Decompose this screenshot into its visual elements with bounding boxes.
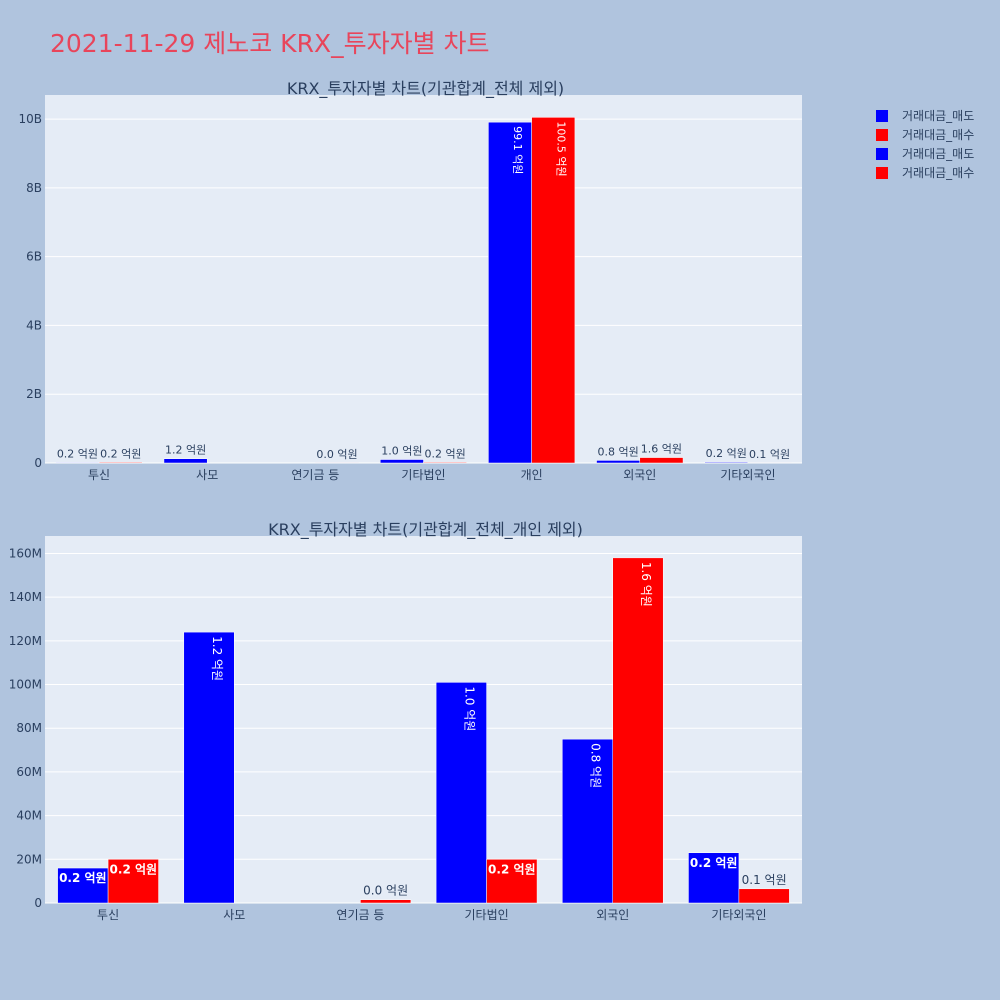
data-label: 99.1 억원: [511, 126, 524, 174]
y-tick-label: 140M: [9, 590, 42, 604]
data-label: 0.2 억원: [690, 856, 738, 870]
bar: [596, 460, 641, 464]
bar: [704, 461, 749, 464]
data-label: 0.8 억원: [589, 743, 603, 788]
chart-title: KRX_투자자별 차트(기관합계_전체_개인 제외): [268, 520, 583, 540]
legend-label: 거래대금_매도: [902, 147, 975, 161]
data-label: 0.8 억원: [598, 445, 639, 458]
y-tick-label: 0: [34, 896, 42, 910]
bar: [531, 117, 576, 464]
y-tick-label: 120M: [9, 634, 42, 648]
plot-area: [45, 536, 802, 903]
data-label: 1.0 억원: [381, 445, 422, 458]
bar: [486, 859, 538, 904]
legend-label: 거래대금_매도: [902, 109, 975, 123]
bar: [435, 682, 487, 904]
bar: [639, 457, 684, 464]
x-tick-label: 기타법인: [464, 908, 508, 922]
bar: [688, 852, 740, 904]
bar: [98, 462, 143, 464]
x-tick-label: 기타외국인: [720, 468, 775, 482]
x-tick-label: 연기금 등: [291, 468, 339, 482]
legend-item[interactable]: 거래대금_매도: [876, 106, 974, 125]
bar: [163, 458, 208, 464]
data-label: 0.1 억원: [749, 448, 790, 461]
chart-title: KRX_투자자별 차트(기관합계_전체 제외): [287, 79, 564, 99]
x-tick-label: 개인: [521, 468, 543, 482]
y-tick-label: 2B: [26, 387, 42, 401]
y-tick-label: 80M: [16, 721, 42, 735]
y-tick-label: 60M: [16, 765, 42, 779]
legend-item[interactable]: 거래대금_매도: [876, 144, 974, 163]
data-label: 0.0 억원: [363, 884, 408, 898]
y-tick-label: 0: [34, 456, 42, 470]
bar: [562, 738, 613, 904]
data-label: 0.2 억원: [110, 862, 158, 876]
data-label: 1.2 억원: [210, 636, 224, 681]
legend-swatch-icon: [876, 109, 888, 122]
x-tick-label: 외국인: [623, 468, 656, 482]
plot-area: [45, 95, 802, 463]
y-tick-label: 40M: [16, 809, 42, 823]
legend-item[interactable]: 거래대금_매수: [876, 163, 974, 182]
legend-item[interactable]: 거래대금_매수: [876, 125, 974, 144]
x-tick-label: 기타외국인: [711, 908, 766, 922]
data-label: 0.2 억원: [57, 447, 98, 460]
data-label: 1.6 억원: [639, 562, 653, 607]
bar: [55, 462, 100, 464]
bar: [57, 867, 109, 904]
bar: [379, 459, 424, 464]
y-tick-label: 6B: [26, 250, 42, 264]
y-tick-label: 160M: [9, 546, 42, 560]
x-tick-label: 사모: [223, 908, 245, 922]
bar: [738, 888, 790, 904]
data-label: 0.0 억원: [316, 448, 357, 461]
data-label: 0.2 억원: [100, 447, 141, 460]
y-tick-label: 8B: [26, 181, 42, 195]
legend-swatch-icon: [876, 166, 888, 179]
y-tick-label: 4B: [26, 318, 42, 332]
y-tick-label: 100M: [9, 678, 42, 692]
y-tick-label: 10B: [18, 112, 42, 126]
data-label: 0.2 억원: [59, 871, 107, 885]
bar: [423, 462, 468, 464]
bar: [488, 121, 532, 464]
data-label: 100.5 억원: [554, 121, 567, 176]
x-tick-label: 투신: [97, 908, 119, 922]
legend-swatch-icon: [876, 147, 888, 160]
legend-label: 거래대금_매수: [902, 128, 975, 142]
data-label: 0.2 억원: [425, 447, 466, 460]
data-label: 1.0 억원: [462, 686, 476, 731]
legend[interactable]: 거래대금_매도 거래대금_매수 거래대금_매도 거래대금_매수: [876, 106, 974, 182]
page-title: 2021-11-29 제노코 KRX_투자자별 차트: [50, 29, 490, 58]
x-tick-label: 투신: [88, 468, 110, 482]
x-tick-label: 연기금 등: [336, 908, 384, 922]
data-label: 0.2 억원: [706, 447, 747, 460]
x-tick-label: 외국인: [596, 908, 629, 922]
x-tick-label: 사모: [196, 468, 218, 482]
y-tick-label: 20M: [16, 852, 42, 866]
data-label: 0.1 억원: [742, 873, 787, 887]
bar: [107, 859, 159, 904]
legend-swatch-icon: [876, 128, 888, 141]
data-label: 1.6 억원: [641, 443, 682, 456]
x-tick-label: 기타법인: [401, 468, 445, 482]
data-label: 0.2 억원: [488, 862, 536, 876]
legend-label: 거래대금_매수: [902, 166, 975, 180]
data-label: 1.2 억원: [165, 444, 206, 457]
bar: [183, 631, 235, 904]
bar: [612, 557, 664, 904]
bar: [360, 899, 412, 904]
